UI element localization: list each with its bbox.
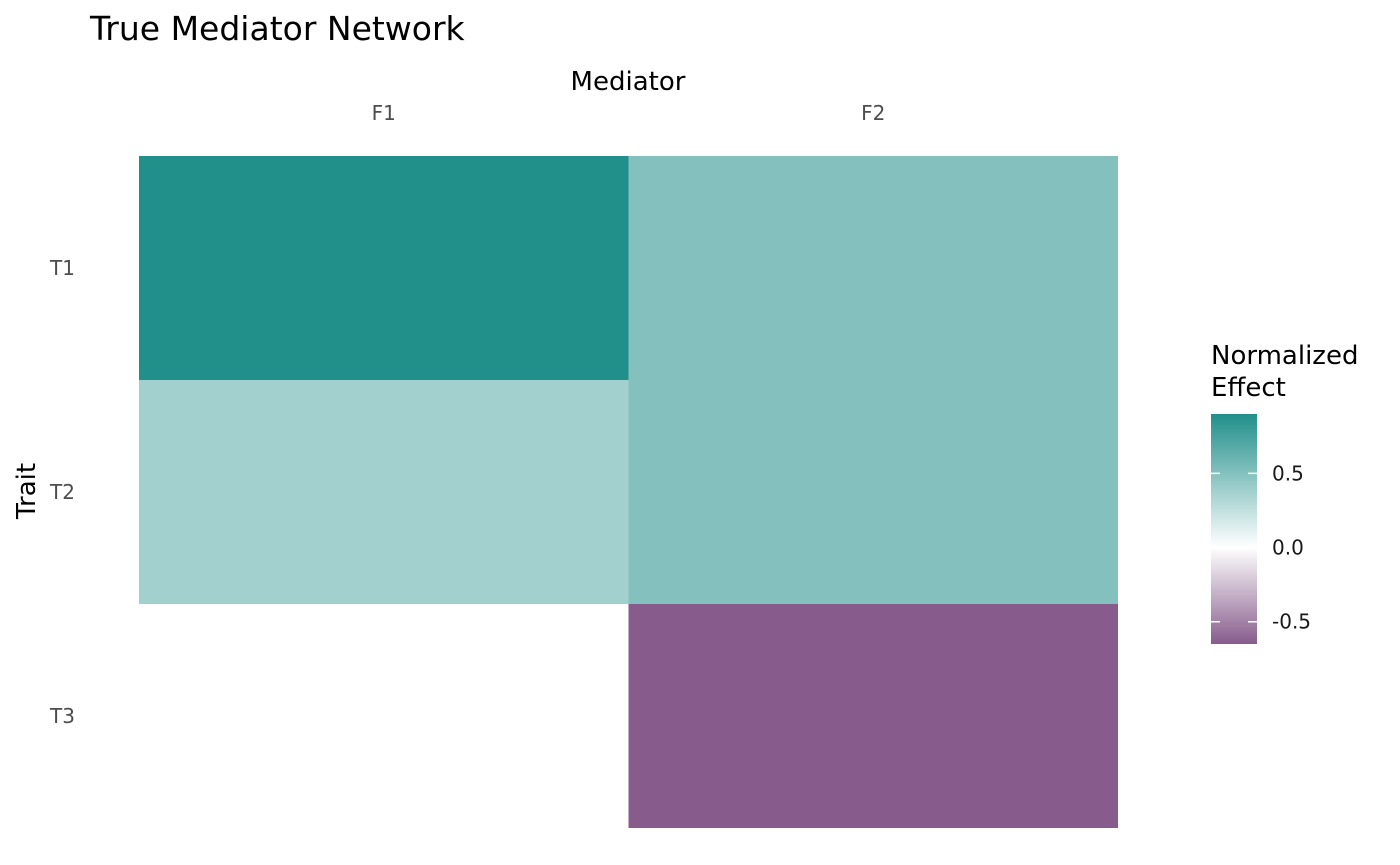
- legend-colorbar: [1211, 414, 1257, 644]
- heatmap-cells: [139, 156, 1118, 828]
- legend: Normalized Effect 0.5 0.0 -0.5: [1211, 341, 1358, 644]
- y-tick-label-t2: T2: [49, 480, 75, 504]
- y-tick-label-t1: T1: [49, 256, 75, 280]
- x-tick-labels: F1 F2: [372, 101, 886, 125]
- heatmap-cell-f1-t2: [139, 380, 629, 604]
- legend-ticks: 0.5 0.0 -0.5: [1211, 461, 1311, 634]
- heatmap-cell-f2-t2: [628, 380, 1118, 604]
- legend-title-line-1: Normalized: [1211, 341, 1358, 371]
- legend-tick-label: 0.5: [1272, 461, 1304, 485]
- y-axis-title: Trait: [12, 463, 42, 520]
- legend-tick-label: 0.0: [1272, 536, 1304, 560]
- x-tick-label-f2: F2: [861, 101, 885, 125]
- legend-tick-label: -0.5: [1272, 610, 1311, 634]
- heatmap-cell-f1-t1: [139, 156, 629, 380]
- chart-title: True Mediator Network: [89, 9, 466, 48]
- y-tick-labels: T1 T2 T3: [49, 256, 75, 728]
- heatmap-cell-f2-t3: [628, 604, 1118, 828]
- x-axis-title: Mediator: [571, 67, 686, 97]
- heatmap-cell-f2-t1: [628, 156, 1118, 380]
- legend-title-line-2: Effect: [1211, 373, 1286, 403]
- y-tick-label-t3: T3: [49, 704, 75, 728]
- x-tick-label-f1: F1: [372, 101, 396, 125]
